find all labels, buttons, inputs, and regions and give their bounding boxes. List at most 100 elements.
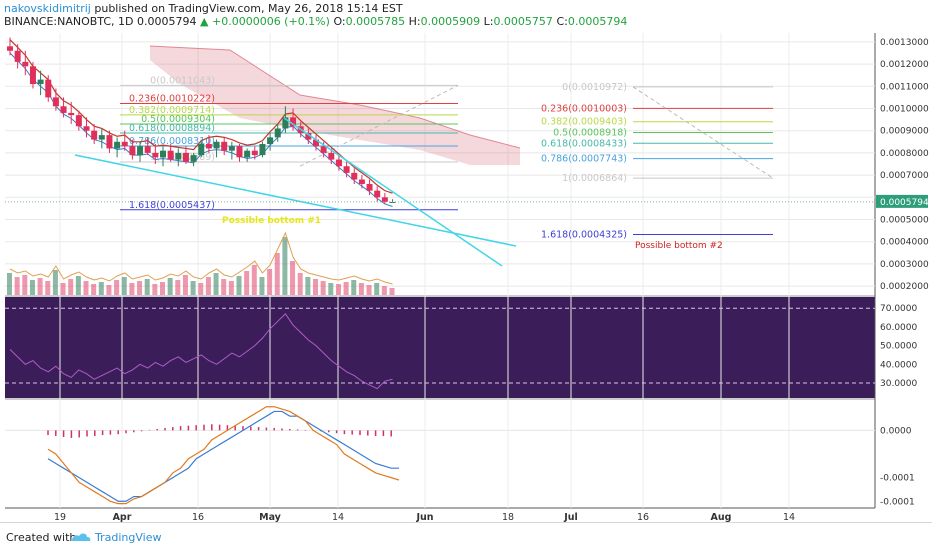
volume-bar [114, 280, 120, 295]
candle-body [144, 146, 151, 153]
symbol-label: BINANCE:NANOBTC, 1D [4, 15, 134, 28]
ichimoku-cloud [149, 45, 521, 165]
rsi-pane-bg [5, 297, 875, 398]
candle-body [45, 79, 52, 98]
tradingview-brand[interactable]: TradingView [95, 531, 162, 544]
time-axis-labels[interactable]: 19 Apr 16 May 14 Jun 18 Jul 16 Aug 14 [54, 512, 795, 522]
fib-left-label: 0.5(0.0009304) [141, 114, 215, 125]
candle-body [121, 141, 128, 147]
volume-bar [190, 281, 196, 295]
volume-bar [121, 277, 127, 295]
volume-bar [83, 281, 89, 295]
candle-body [14, 50, 21, 62]
macd-tick-label: -0.0001 [880, 474, 915, 484]
volume-bar [14, 277, 20, 295]
candle-body [290, 117, 297, 127]
candle-body [366, 183, 373, 191]
volume-bar [313, 279, 318, 295]
volume-bar [160, 282, 165, 295]
fib-left-label: 0.382(0.0009714) [129, 105, 215, 116]
time-tick-label: Jun [415, 512, 433, 522]
price-tick-label: 0.0003000 [880, 260, 929, 270]
price-tick-label: 0.0011000 [880, 82, 929, 92]
macd-tick-label: -0.0001 [880, 497, 915, 507]
candle-body [236, 146, 243, 158]
resistance-trendline [283, 117, 503, 267]
time-tick-label: May [259, 512, 282, 522]
cloud-area [150, 46, 520, 165]
fib-left-label: 1.618(0.0005437) [129, 200, 215, 211]
price-tick-label: 0.0009000 [880, 127, 929, 137]
macd-tick-label: 0.0000 [880, 426, 912, 436]
trend-lines[interactable] [5, 117, 875, 267]
candle-body [22, 61, 29, 67]
volume-bar [37, 278, 43, 295]
time-tick-label: 18 [502, 512, 514, 522]
created-with-label: Created with [6, 531, 77, 544]
footer-bar: Created with TradingView [0, 522, 932, 551]
cloud-edge [149, 45, 521, 149]
volume-bar [305, 277, 311, 295]
candle-body [182, 152, 189, 162]
volume-bar [251, 265, 257, 295]
high-value: 0.0005909 [420, 15, 481, 28]
up-arrow-icon: ▲ [200, 15, 209, 28]
time-tick-label: Apr [113, 512, 132, 522]
candle-body [52, 97, 59, 107]
rsi-line [9, 313, 393, 390]
volume-bar [213, 273, 219, 295]
candle-body [351, 172, 358, 180]
volume-bar [60, 283, 66, 295]
bottom2-annotation[interactable]: Possible bottom #2 [635, 241, 723, 251]
published-info: published on TradingView.com, May 26, 20… [94, 2, 403, 15]
volume-bar [351, 280, 357, 295]
fibonacci-retracements[interactable]: 0(0.0011043)0.236(0.0010222)0.382(0.0009… [120, 75, 774, 240]
volume-bar [129, 283, 135, 295]
candle-body [228, 146, 235, 151]
volume-bar [335, 284, 341, 295]
volume-bar [374, 283, 380, 295]
author-name[interactable]: nakovskidimitrij [4, 2, 91, 15]
volume-bar [343, 282, 349, 295]
volume-bar [106, 285, 112, 295]
last-price-badge-label: 0.0005794 [880, 198, 929, 208]
candle-body [305, 132, 312, 140]
candle-body [198, 144, 205, 156]
volume-ma-line [9, 231, 393, 285]
volume-bar [22, 275, 28, 295]
low-label: L: [483, 15, 494, 28]
volume-bar [175, 280, 181, 295]
macd-line [47, 410, 399, 502]
volume-bar [45, 281, 51, 295]
candle-body [358, 179, 365, 184]
volume-bar [152, 284, 158, 295]
volume-bar [236, 276, 242, 295]
candle-body [167, 150, 174, 160]
high-label: H: [408, 15, 421, 28]
chart-header-line1: nakovskidimitrij published on TradingVie… [4, 2, 403, 15]
tradingview-logo-icon[interactable] [70, 530, 92, 544]
candle-body [328, 152, 335, 160]
volume-bar [297, 273, 303, 295]
volume-bar [52, 270, 58, 295]
fib-right-label: 1(0.0006864) [562, 173, 627, 184]
candle-body [282, 117, 289, 129]
fib-right-label: 0.236(0.0010003) [541, 103, 627, 114]
volume-bar [98, 282, 104, 295]
volume-bar [389, 288, 395, 295]
volume-bar [137, 281, 143, 295]
price-axis-labels[interactable]: 0.0013000 0.0012000 0.0011000 0.0010000 0.00… [876, 38, 929, 292]
volume-bar [68, 279, 74, 295]
time-tick-label: 19 [54, 512, 66, 522]
support-trendline [74, 154, 517, 247]
bottom1-annotation[interactable]: Possible bottom #1 [222, 216, 321, 226]
volume-bar [259, 277, 265, 295]
fib-right-label: 0.5(0.0008918) [553, 128, 627, 139]
fib-left-label: 0.618(0.0008894) [129, 123, 215, 134]
candle-body [205, 144, 212, 149]
candle-body [313, 139, 319, 147]
volume-bar [320, 281, 326, 295]
candle-body [221, 141, 228, 151]
candle-body [37, 79, 44, 85]
trading-chart[interactable]: 0(0.0011043)0.236(0.0010222)0.382(0.0009… [0, 0, 932, 522]
